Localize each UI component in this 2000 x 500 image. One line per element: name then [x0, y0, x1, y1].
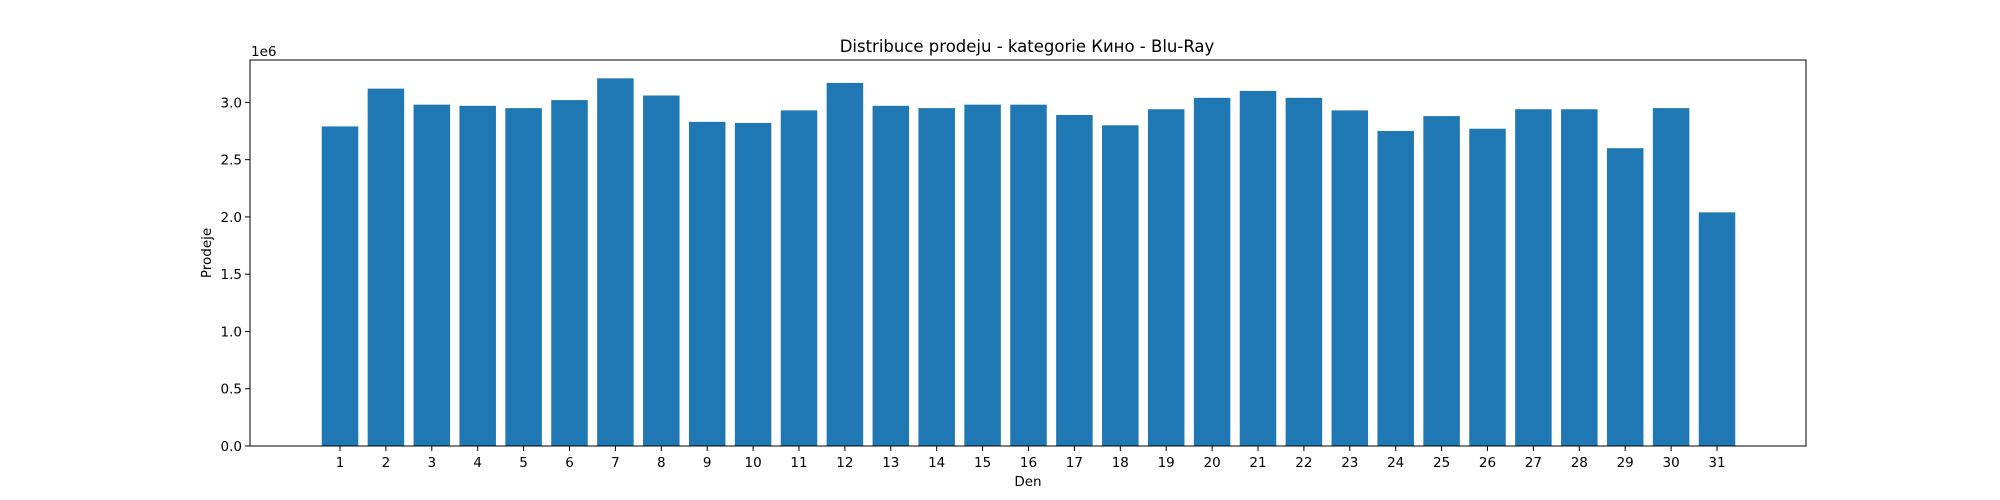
x-tick-label: 13 — [882, 455, 899, 471]
bar-day-2 — [368, 89, 405, 446]
bar-day-12 — [827, 83, 864, 446]
bar-day-5 — [505, 108, 541, 446]
bar-day-7 — [597, 78, 634, 446]
x-tick-label: 23 — [1341, 455, 1358, 471]
bar-day-1 — [322, 126, 359, 446]
x-tick-label: 1 — [336, 455, 345, 471]
x-tick-label: 30 — [1663, 455, 1680, 471]
x-tick-label: 21 — [1249, 455, 1266, 471]
bar-day-30 — [1653, 108, 1690, 446]
x-axis-label: Den — [1014, 474, 1041, 490]
bar-day-6 — [551, 100, 588, 446]
x-axis: 1 2 3 4 5 6 7 8 9 10 11 12 13 14 15 16 17 18 19 20 21 22 23 24 2… — [336, 446, 1726, 471]
x-tick-label: 6 — [565, 455, 574, 471]
y-axis: 0.0 0.5 1.0 1.5 2.0 2.5 3.0 — [221, 95, 250, 455]
bar-day-14 — [918, 108, 955, 446]
x-tick-label: 25 — [1433, 455, 1450, 471]
bar-day-19 — [1148, 109, 1185, 446]
bar-day-3 — [414, 105, 451, 446]
x-tick-label: 4 — [473, 455, 482, 471]
bar-day-8 — [643, 96, 680, 446]
x-tick-label: 15 — [974, 455, 991, 471]
y-tick-label: 0.5 — [221, 382, 242, 398]
y-tick-label: 2.5 — [221, 153, 242, 169]
x-tick-label: 3 — [428, 455, 437, 471]
bar-day-24 — [1377, 131, 1414, 446]
x-tick-label: 19 — [1158, 455, 1175, 471]
x-tick-label: 7 — [611, 455, 620, 471]
y-tick-label: 0.0 — [221, 439, 242, 455]
bar-day-18 — [1102, 125, 1139, 446]
bar-day-21 — [1240, 91, 1277, 446]
bar-day-4 — [459, 106, 496, 446]
bar-day-28 — [1561, 109, 1598, 446]
y-tick-label: 1.0 — [221, 324, 242, 340]
x-tick-label: 17 — [1066, 455, 1083, 471]
bar-day-11 — [781, 110, 818, 446]
bar-day-23 — [1332, 110, 1369, 446]
y-axis-label: Prodeje — [199, 228, 215, 278]
bar-day-22 — [1286, 98, 1323, 446]
y-tick-label: 1.5 — [221, 267, 242, 283]
x-tick-label: 28 — [1571, 455, 1588, 471]
x-tick-label: 16 — [1020, 455, 1037, 471]
x-tick-label: 11 — [790, 455, 807, 471]
y-tick-label: 2.0 — [221, 210, 242, 226]
bar-day-26 — [1469, 129, 1506, 446]
bar-day-27 — [1515, 109, 1552, 446]
bar-day-17 — [1056, 115, 1093, 446]
x-tick-label: 22 — [1295, 455, 1312, 471]
x-tick-label: 8 — [657, 455, 666, 471]
x-tick-label: 10 — [745, 455, 762, 471]
x-tick-label: 27 — [1525, 455, 1542, 471]
bar-day-31 — [1699, 212, 1736, 446]
x-tick-label: 31 — [1708, 455, 1725, 471]
bar-day-20 — [1194, 98, 1231, 446]
bar-day-16 — [1010, 105, 1047, 446]
x-tick-label: 20 — [1204, 455, 1221, 471]
x-tick-label: 14 — [928, 455, 945, 471]
y-offset-label: 1e6 — [251, 44, 276, 60]
bar-day-10 — [735, 123, 772, 446]
bars-group — [322, 78, 1736, 446]
x-tick-label: 9 — [703, 455, 712, 471]
bar-day-15 — [964, 105, 1001, 446]
x-tick-label: 29 — [1617, 455, 1634, 471]
x-tick-label: 2 — [382, 455, 391, 471]
x-tick-label: 5 — [519, 455, 528, 471]
bar-day-13 — [873, 106, 910, 446]
bar-day-29 — [1607, 148, 1644, 446]
x-tick-label: 18 — [1112, 455, 1129, 471]
x-tick-label: 12 — [836, 455, 853, 471]
y-tick-label: 3.0 — [221, 95, 242, 111]
bar-day-25 — [1423, 116, 1460, 446]
bar-day-9 — [689, 122, 726, 446]
x-tick-label: 24 — [1387, 455, 1404, 471]
x-tick-label: 26 — [1479, 455, 1496, 471]
chart-title: Distribuce prodeju - kategorie Кино - Bl… — [840, 37, 1215, 56]
